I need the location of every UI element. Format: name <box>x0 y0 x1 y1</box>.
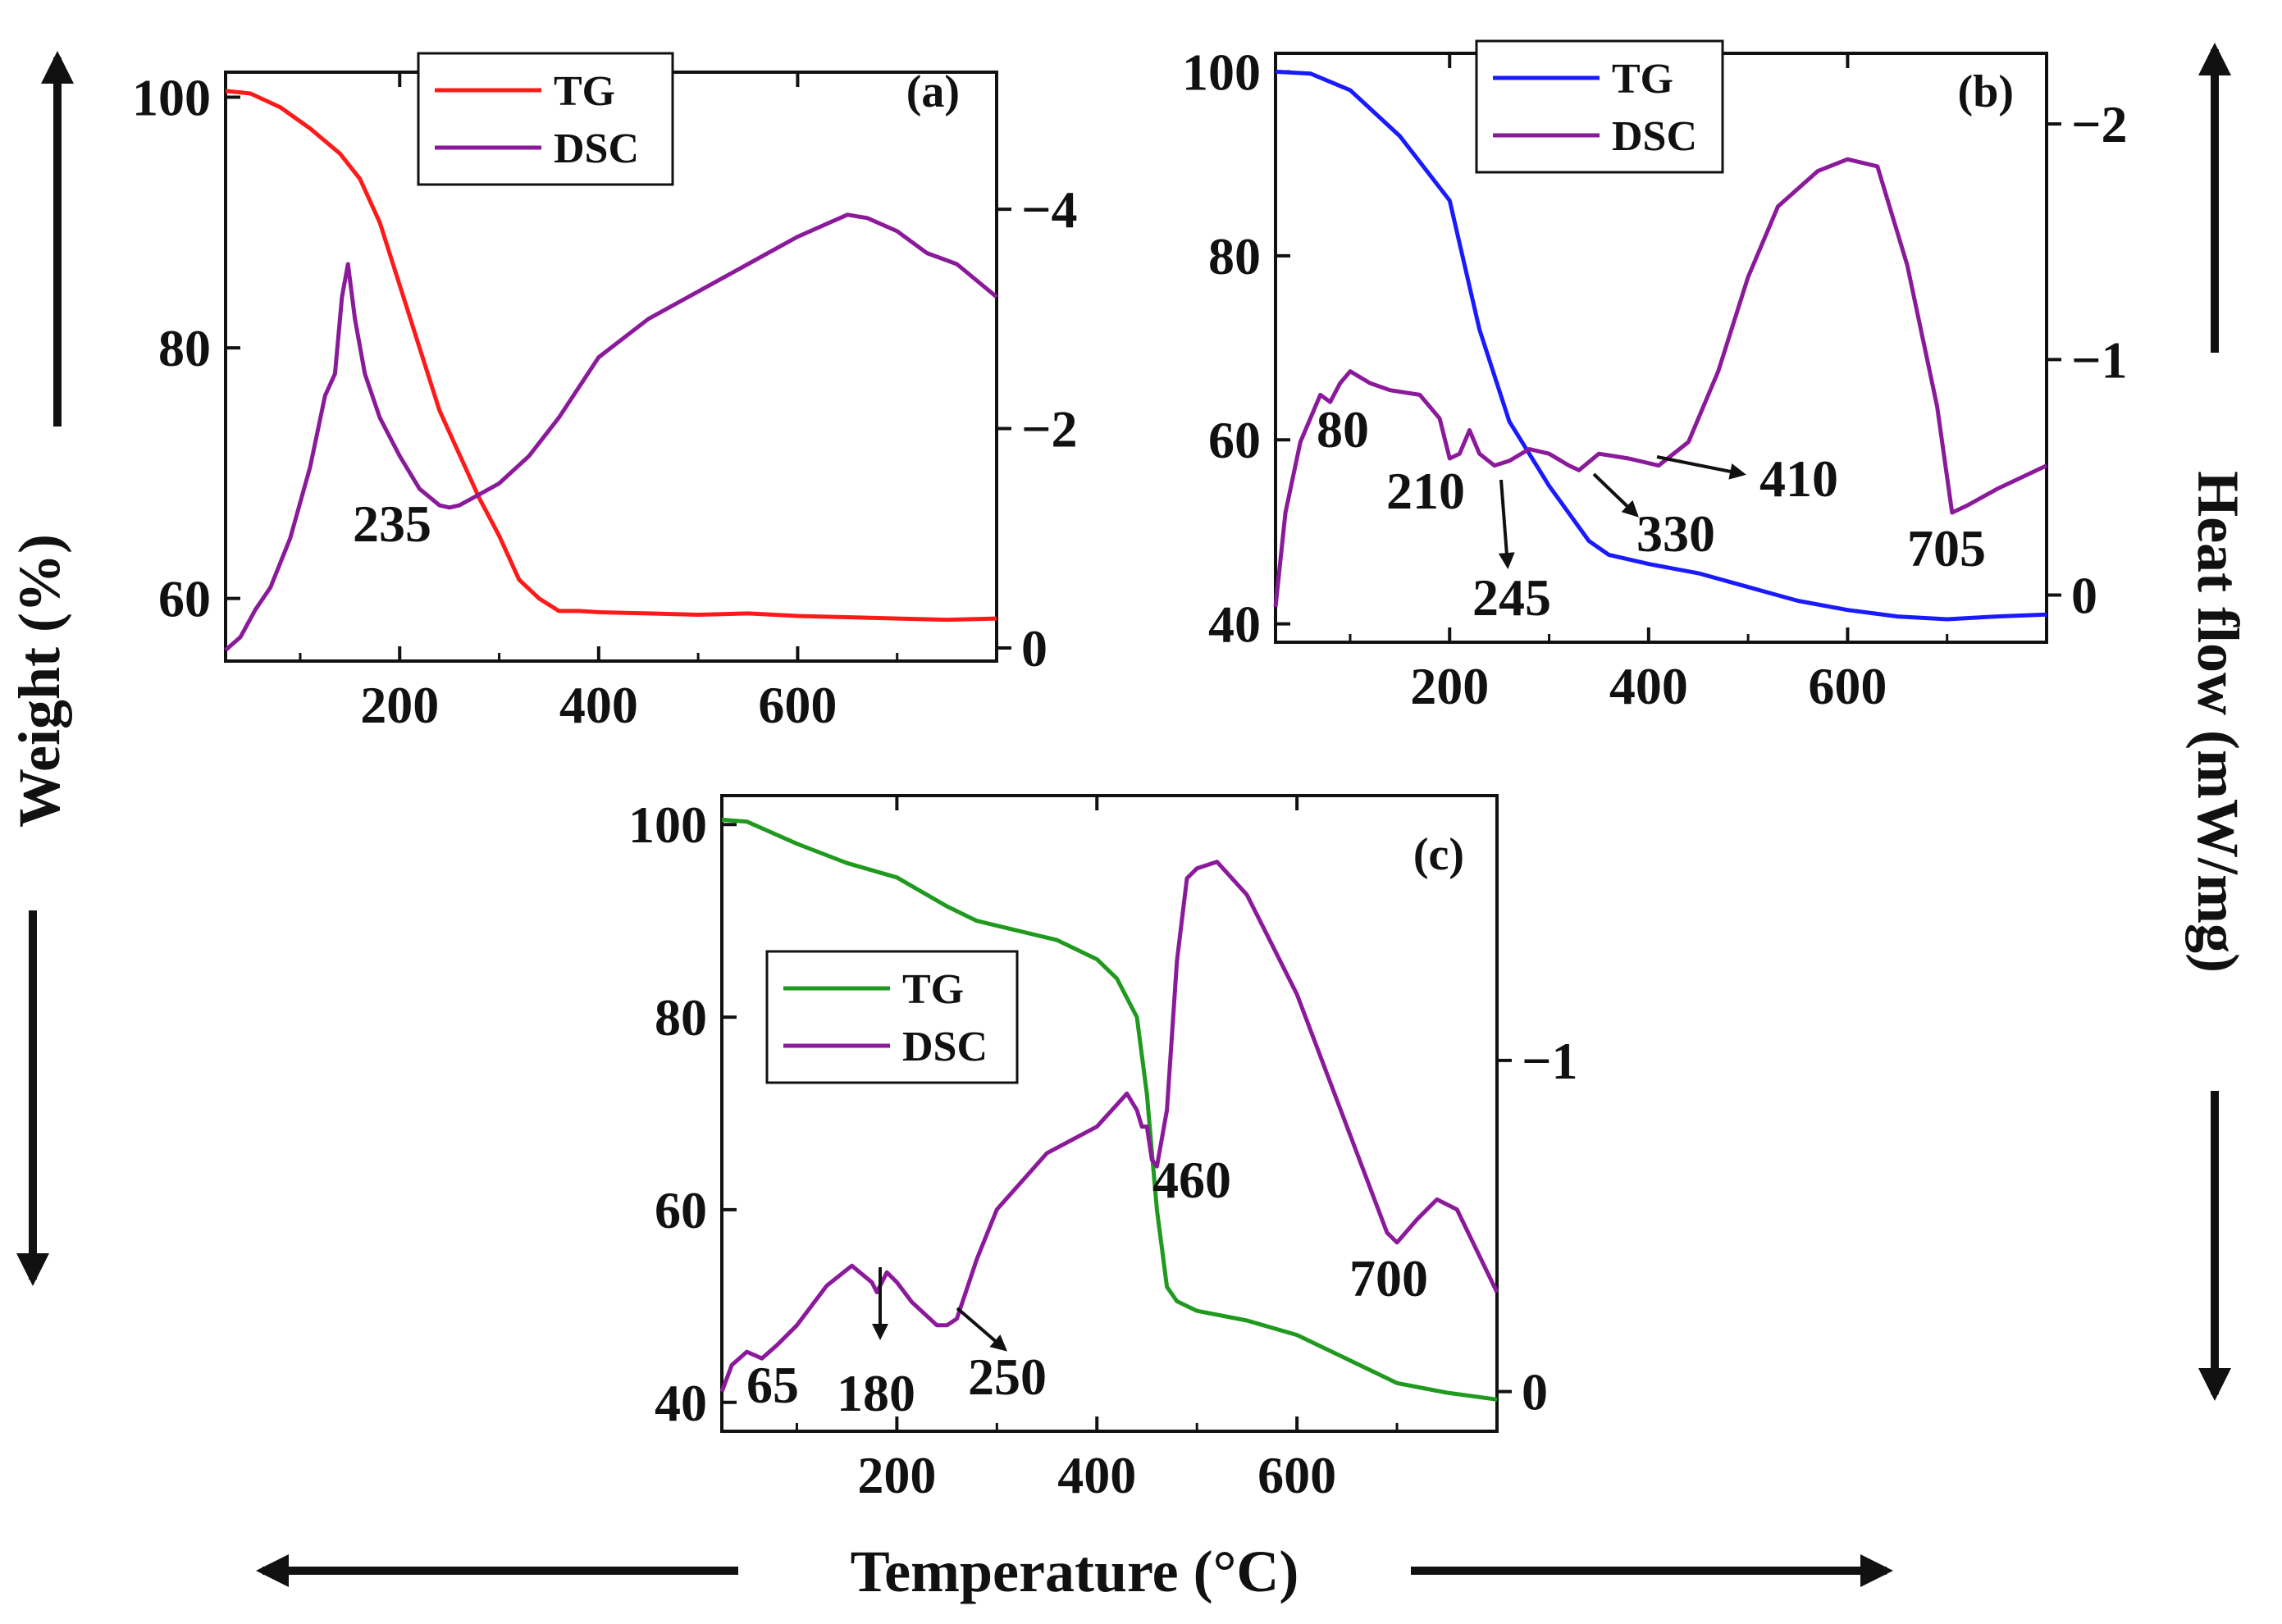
y-right-tick-label: 0 <box>1021 619 1047 677</box>
legend-box <box>765 950 1019 1084</box>
legend: TG DSC <box>417 52 674 186</box>
series-dsc-line <box>1273 157 2048 608</box>
annotation-arrow <box>1498 479 1515 569</box>
x-tick-label: 600 <box>758 676 837 734</box>
y-right-tick-label: −1 <box>1522 1032 1577 1090</box>
peak-annotation: 705 <box>1907 519 1986 577</box>
peak-annotation: 245 <box>1472 568 1551 627</box>
left-axis-title: Weight (%) <box>7 534 72 828</box>
plot-frame <box>720 794 1499 1433</box>
y-right-tick-label: −2 <box>2071 95 2127 153</box>
chart-panel-0: 200 400 600 60 80 100 0 −2 −4 (a) TG DSC 235 <box>132 52 1077 734</box>
peak-annotation: 65 <box>746 1356 799 1414</box>
peak-annotation: 80 <box>1317 400 1369 458</box>
y-right-tick-label: −1 <box>2071 331 2127 389</box>
x-tick-label: 200 <box>1410 657 1489 715</box>
peak-annotation: 250 <box>968 1348 1047 1406</box>
y-left-tick-label: 80 <box>1208 227 1261 285</box>
legend-entry: DSC <box>902 1024 988 1070</box>
legend-entry: TG <box>554 68 615 115</box>
x-tick-label: 200 <box>360 676 439 734</box>
legend-entry: TG <box>902 966 964 1013</box>
y-left-tick-label: 60 <box>1208 411 1261 469</box>
panel-label: (c) <box>1413 829 1464 880</box>
legend: TG DSC <box>1475 39 1724 174</box>
peak-annotation: 460 <box>1152 1151 1231 1209</box>
y-left-tick-label: 80 <box>655 988 707 1047</box>
y-left-tick-label: 60 <box>655 1181 707 1239</box>
x-tick-label: 600 <box>1808 657 1887 715</box>
y-left-tick-label: 40 <box>1208 595 1261 654</box>
left-axis-title-group: Weight (%) <box>7 51 74 1286</box>
legend: TG DSC <box>765 950 1019 1084</box>
y-left-tick-label: 100 <box>628 796 707 854</box>
y-left-tick-label: 80 <box>158 319 211 377</box>
peak-annotation: 235 <box>353 495 431 553</box>
series-tg-line <box>225 89 997 623</box>
peak-annotation: 700 <box>1349 1249 1428 1307</box>
y-left-tick-label: 40 <box>655 1374 707 1432</box>
x-axis-title-group: Temperature (°C) <box>256 1539 1893 1604</box>
legend-box <box>417 52 674 186</box>
peak-annotation: 180 <box>837 1364 915 1422</box>
y-right-tick-label: 0 <box>2071 567 2097 625</box>
series-tg-line <box>721 817 1498 1402</box>
annotation-arrow <box>956 1307 1008 1352</box>
peak-annotation: 410 <box>1759 449 1838 508</box>
series-dsc-line <box>224 212 998 652</box>
annotation-arrow <box>1656 455 1746 480</box>
legend-entry: TG <box>1612 56 1673 103</box>
legend-box <box>1475 39 1724 174</box>
panel-label: (b) <box>1958 66 2014 117</box>
chart-panel-2: 200 400 600 40 60 80 100 0 −1 (c) TG DSC 65 180 250 460… <box>628 794 1577 1504</box>
y-left-tick-label: 100 <box>132 69 211 127</box>
y-right-tick-label: 0 <box>1522 1363 1548 1421</box>
panel-label: (a) <box>906 66 960 117</box>
series-dsc-line <box>719 860 1499 1393</box>
y-right-tick-label: −2 <box>1021 400 1077 458</box>
y-left-tick-label: 100 <box>1182 43 1261 101</box>
y-left-tick-label: 60 <box>158 570 211 628</box>
peak-annotation: 330 <box>1636 504 1715 563</box>
right-axis-title: Heat flow (mW/mg) <box>2185 471 2251 973</box>
x-tick-label: 400 <box>1609 657 1688 715</box>
x-tick-label: 200 <box>857 1446 936 1504</box>
right-axis-title-group: Heat flow (mW/mg) <box>2185 43 2251 1401</box>
x-tick-label: 600 <box>1257 1446 1336 1504</box>
x-axis-title: Temperature (°C) <box>851 1539 1299 1604</box>
legend-entry: DSC <box>554 125 639 172</box>
peak-annotation: 210 <box>1386 462 1465 520</box>
annotation-arrow <box>1592 472 1639 518</box>
x-tick-label: 400 <box>1057 1446 1136 1504</box>
legend-entry: DSC <box>1612 113 1697 160</box>
y-right-tick-label: −4 <box>1021 180 1077 239</box>
x-tick-label: 400 <box>559 676 638 734</box>
series-tg-line <box>1275 69 2047 622</box>
